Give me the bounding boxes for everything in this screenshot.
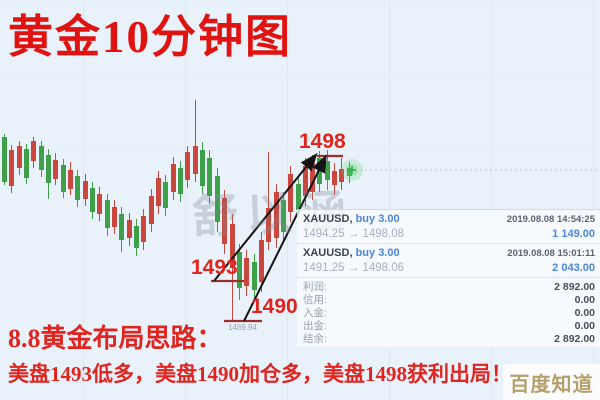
order-time: 2019.08.08 14:54:25 [506,214,595,225]
summary-value: 2 892.00 [554,281,595,293]
horizontal-gridline [0,150,600,151]
vertical-gridline [83,0,84,400]
chart-annotations [211,152,598,323]
order-profit: 2 043.00 [552,262,595,274]
price-annotation-1498: 1498 [299,130,346,153]
summary-value: 2 892.00 [554,332,595,345]
low-price-tag: 1489.94 [228,323,257,332]
strategy-note-detail: 美盘1493低多，美盘1490加仓多，美盘1498获利出局！ [8,362,512,386]
summary-label: 利润: [303,281,327,293]
trade-terminal-panel[interactable]: XAUUSD, buy 3.00 2019.08.08 14:54:25 1494.… [297,209,600,347]
order-row[interactable]: XAUUSD, buy 3.00 2019.08.08 14:54:25 1494.… [297,210,600,244]
horizontal-gridline [0,75,600,76]
vertical-gridline [185,0,186,400]
summary-label: 结余: [303,332,327,345]
summary-row: 信用: 0.00 [303,294,595,307]
summary-label: 入金: [303,306,327,319]
summary-row: 利润: 2 892.00 [303,281,595,294]
order-symbol: XAUUSD, buy 3.00 [303,247,400,259]
summary-value: 0.00 [574,293,595,306]
order-profit: 1 149.00 [552,228,595,240]
summary-row: 出金: 0.00 [303,320,595,333]
account-summary: 利润: 2 892.00 信用: 0.00 入金: 0.00 出金: 0.00 结余: 2 892… [297,278,600,346]
baidu-zhidao-watermark: 百度知道 [503,364,600,400]
summary-label: 出金: [303,319,327,332]
vertical-gridline [287,0,288,400]
order-prices: 1491.25 → 1498.06 [303,262,405,274]
summary-row: 入金: 0.00 [303,307,595,320]
vertical-gridline [491,0,492,400]
order-symbol: XAUUSD, buy 3.00 [303,213,400,225]
candles [2,100,352,320]
vertical-gridline [389,0,390,400]
order-prices: 1494.25 → 1498.08 [303,228,405,240]
order-time: 2019.08.08 15:01:11 [507,248,595,259]
vertical-gridline [593,0,594,400]
summary-row: 结余: 2 892.00 [303,333,595,346]
summary-label: 信用: [303,293,327,306]
price-annotation-1493: 1493 [191,256,238,279]
page-title: 黄金10分钟图 [8,12,293,62]
price-annotation-1490: 1490 [251,295,298,318]
summary-value: 0.00 [574,319,595,332]
order-row[interactable]: XAUUSD, buy 3.00 2019.08.08 15:01:11 1491.… [297,244,600,278]
order-list: XAUUSD, buy 3.00 2019.08.08 14:54:25 1494.… [297,210,600,278]
horizontal-gridline [0,4,600,5]
summary-value: 0.00 [574,306,595,319]
strategy-note-heading: 8.8黄金布局思路： [8,324,223,353]
